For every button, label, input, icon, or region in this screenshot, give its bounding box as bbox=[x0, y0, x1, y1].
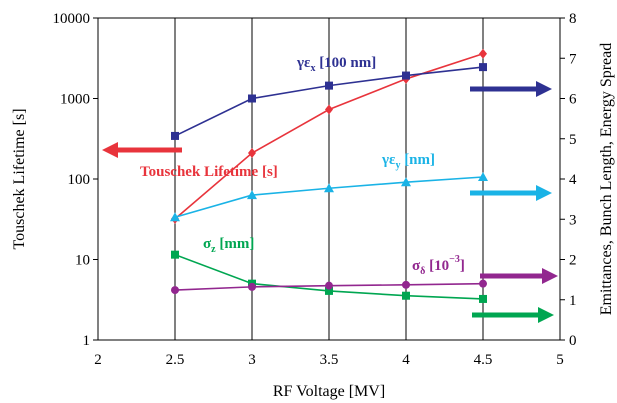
data-point bbox=[402, 291, 410, 300]
right-y-tick-label: 3 bbox=[569, 212, 577, 228]
data-point bbox=[325, 81, 333, 90]
right-y-tick-label: 4 bbox=[569, 172, 577, 188]
right-y-tick-label: 1 bbox=[569, 293, 577, 309]
data-point bbox=[402, 71, 410, 80]
x-axis-title: RF Voltage [MV] bbox=[273, 383, 385, 400]
series-label-sigma-delta: σδ [10−3] bbox=[412, 254, 465, 277]
axis-arrow bbox=[472, 307, 554, 323]
x-tick-label: 3.5 bbox=[320, 352, 339, 368]
data-point bbox=[248, 282, 256, 291]
data-point bbox=[401, 177, 411, 187]
right-y-tick-label: 8 bbox=[569, 11, 577, 27]
axis-arrow bbox=[470, 185, 552, 201]
x-tick-label: 2.5 bbox=[166, 352, 185, 368]
data-point bbox=[171, 286, 179, 295]
data-point bbox=[325, 104, 333, 115]
axis-arrow bbox=[470, 81, 552, 97]
data-point bbox=[324, 183, 334, 193]
left-y-tick-label: 1000 bbox=[60, 92, 90, 108]
data-point bbox=[247, 190, 257, 200]
x-tick-label: 2 bbox=[94, 352, 102, 368]
axis-arrow bbox=[102, 142, 182, 158]
x-tick-label: 5 bbox=[556, 352, 564, 368]
series-layer bbox=[170, 48, 488, 303]
left-y-tick-label: 100 bbox=[68, 172, 91, 188]
left-y-axis-title: Touschek Lifetime [s] bbox=[11, 108, 28, 249]
data-point bbox=[170, 212, 180, 222]
data-point bbox=[325, 286, 333, 295]
right-y-tick-label: 2 bbox=[569, 253, 577, 269]
axis-arrows bbox=[102, 81, 558, 323]
right-y-axis-title: Emittances, Bunch Length, Energy Spread bbox=[598, 43, 615, 316]
right-y-tick-label: 6 bbox=[569, 92, 577, 108]
right-y-tick-label: 5 bbox=[569, 132, 577, 148]
axis-arrow bbox=[480, 268, 558, 284]
data-point bbox=[479, 48, 487, 59]
data-point bbox=[479, 279, 487, 288]
data-point bbox=[248, 94, 256, 103]
left-y-tick-label: 1 bbox=[83, 333, 91, 349]
series-label-sigma-z: σz [mm] bbox=[203, 236, 254, 255]
right-y-tick-label: 0 bbox=[569, 333, 577, 349]
data-point bbox=[248, 148, 256, 159]
series-label-gamma-epsilon-y: γεy [nm] bbox=[381, 152, 435, 171]
data-point bbox=[171, 250, 179, 259]
data-point bbox=[479, 63, 487, 72]
series-label-touschek-lifetime: Touschek Lifetime [s] bbox=[140, 164, 278, 180]
x-tick-label: 4.5 bbox=[474, 352, 493, 368]
data-point bbox=[171, 131, 179, 140]
data-point bbox=[402, 280, 410, 289]
data-point bbox=[478, 171, 488, 181]
x-tick-label: 4 bbox=[402, 352, 410, 368]
left-y-tick-label: 10 bbox=[75, 253, 90, 269]
data-point bbox=[325, 281, 333, 290]
right-y-tick-label: 7 bbox=[569, 51, 577, 67]
x-tick-label: 3 bbox=[248, 352, 256, 368]
left-y-tick-label: 10000 bbox=[53, 11, 91, 27]
series-label-gamma-epsilon-x: γεx [100 nm] bbox=[296, 55, 376, 74]
data-point bbox=[479, 294, 487, 303]
